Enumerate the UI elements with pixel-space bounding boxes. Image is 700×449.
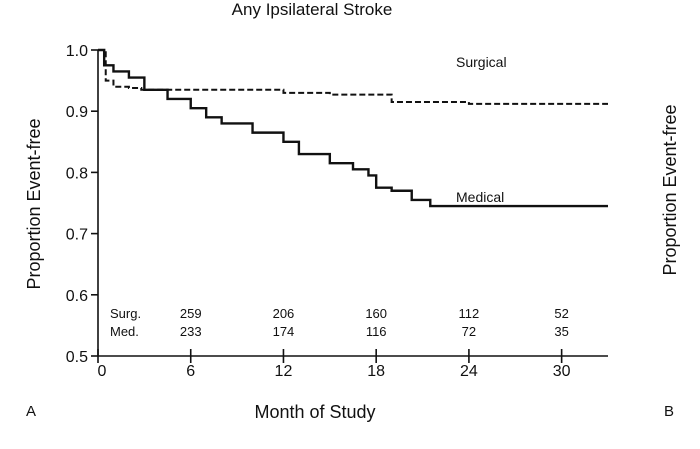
y-tick-label: 0.5 <box>66 349 88 366</box>
risk-count: 259 <box>180 306 202 321</box>
y-tick-label: 0.7 <box>66 227 88 244</box>
medical-curve <box>98 48 608 208</box>
x-axis-title: Month of Study <box>254 402 375 422</box>
x-tick-label: 24 <box>460 363 478 380</box>
chart-title: Any Ipsilateral Stroke <box>232 0 393 19</box>
y-tick-label: 0.8 <box>66 165 88 182</box>
x-tick-label: 18 <box>367 363 385 380</box>
x-tick-label: 12 <box>275 363 293 380</box>
risk-count: 116 <box>366 324 387 339</box>
y-tick-label: 0.9 <box>66 104 88 121</box>
risk-count: 206 <box>273 306 295 321</box>
risk-row-label: Surg. <box>110 306 141 321</box>
risk-count: 112 <box>459 306 480 321</box>
y-axis-title: Proportion Event-free <box>24 118 44 289</box>
risk-count: 233 <box>180 324 202 339</box>
right-panel-y-axis-title: Proportion Event-free <box>660 104 680 275</box>
panel-label-a: A <box>26 403 36 420</box>
x-tick-label: 6 <box>186 363 195 380</box>
x-axis: 0 6 12 18 24 30 <box>97 349 608 380</box>
medical-curve-label: Medical <box>456 189 504 205</box>
risk-row-label: Med. <box>110 324 139 339</box>
y-axis: 0.5 0.6 0.7 0.8 0.9 1.0 <box>66 43 99 366</box>
panel-label-b: B <box>664 403 674 420</box>
y-tick-label: 0.6 <box>66 288 88 305</box>
risk-count: 160 <box>365 306 387 321</box>
risk-count: 35 <box>554 324 568 339</box>
risk-count: 72 <box>462 324 476 339</box>
y-ticks: 0.5 0.6 0.7 0.8 0.9 1.0 <box>66 43 98 366</box>
y-tick-label: 1.0 <box>66 43 88 60</box>
surgical-curve <box>98 49 608 105</box>
x-ticks: 0 6 12 18 24 30 <box>97 349 571 380</box>
risk-count: 52 <box>554 306 568 321</box>
series-layer <box>98 48 608 208</box>
risk-count: 174 <box>273 324 295 339</box>
risk-table: Surg. 259 206 160 112 52 Med. 233 174 116 72 35 <box>110 306 569 339</box>
x-tick-label: 30 <box>553 363 571 380</box>
x-tick-label: 0 <box>98 363 107 380</box>
surgical-curve-label: Surgical <box>456 54 507 70</box>
